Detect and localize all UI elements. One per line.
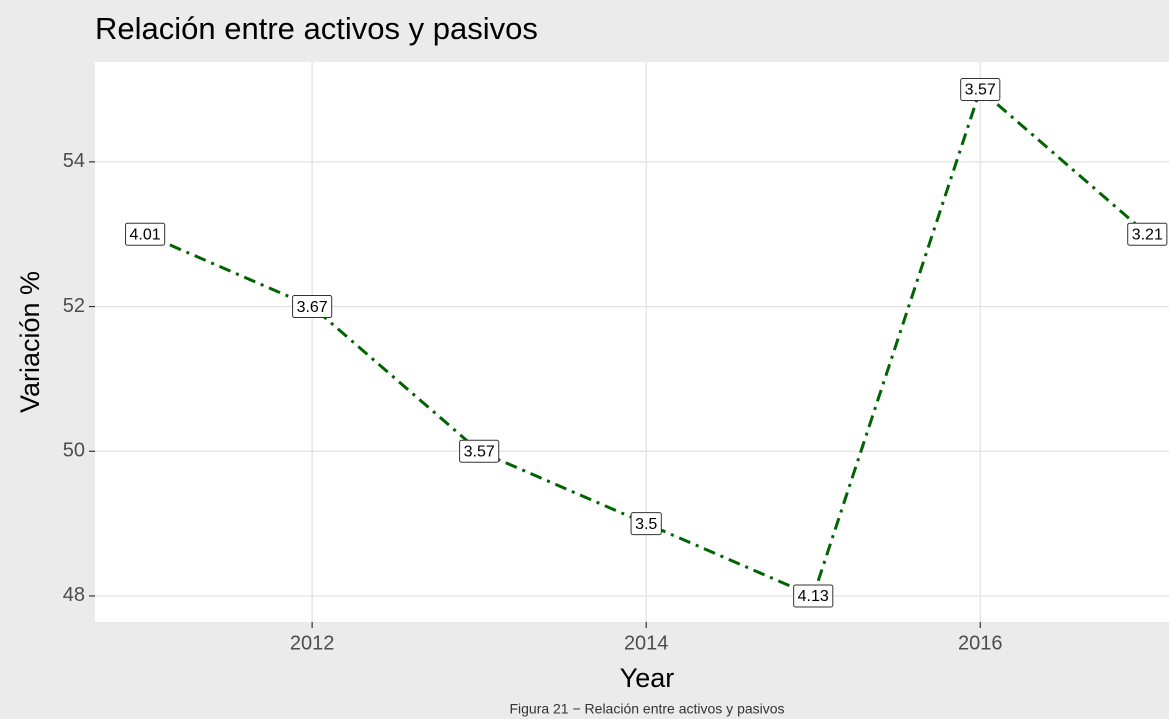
y-tick-label: 54: [63, 150, 85, 172]
y-tick-label: 50: [63, 440, 85, 462]
y-tick-label: 52: [63, 295, 85, 317]
x-tick-label: 2014: [624, 632, 669, 654]
x-axis-label: Year: [620, 663, 675, 693]
label-box: [960, 77, 1001, 101]
point-label: 3.57: [459, 439, 500, 463]
point-label: 3.21: [1127, 222, 1168, 246]
panel: [95, 62, 1169, 622]
label-text: 3.5: [635, 516, 657, 533]
label-text: 3.67: [297, 299, 328, 316]
point-label: 3.67: [292, 295, 333, 319]
label-box: [292, 295, 333, 319]
label-box: [1127, 222, 1168, 246]
caption: Figura 21 − Relación entre activos y pas…: [509, 701, 784, 717]
label-text: 4.13: [798, 588, 829, 605]
y-tick-label: 48: [63, 584, 85, 606]
label-box: [459, 439, 500, 463]
x-tick-label: 2016: [958, 632, 1003, 654]
point-label: 3.57: [960, 77, 1001, 101]
point-label: 4.01: [125, 222, 166, 246]
label-box: [630, 512, 662, 536]
label-text: 3.57: [464, 443, 495, 460]
y-axis-label: Variación %: [15, 271, 45, 413]
grid: [95, 62, 1169, 622]
point-label: 3.5: [630, 512, 662, 536]
label-text: 4.01: [130, 226, 161, 243]
label-box: [793, 584, 834, 608]
label-text: 3.21: [1132, 226, 1163, 243]
label-box: [125, 222, 166, 246]
chart-title: Relación entre activos y pasivos: [95, 11, 538, 46]
x-tick-label: 2012: [290, 632, 335, 654]
label-text: 3.57: [965, 82, 996, 99]
point-label: 4.13: [793, 584, 834, 608]
plot: 4.01 3.67 3.57 3.5 4.13 3.57 3.21: [125, 77, 1168, 608]
